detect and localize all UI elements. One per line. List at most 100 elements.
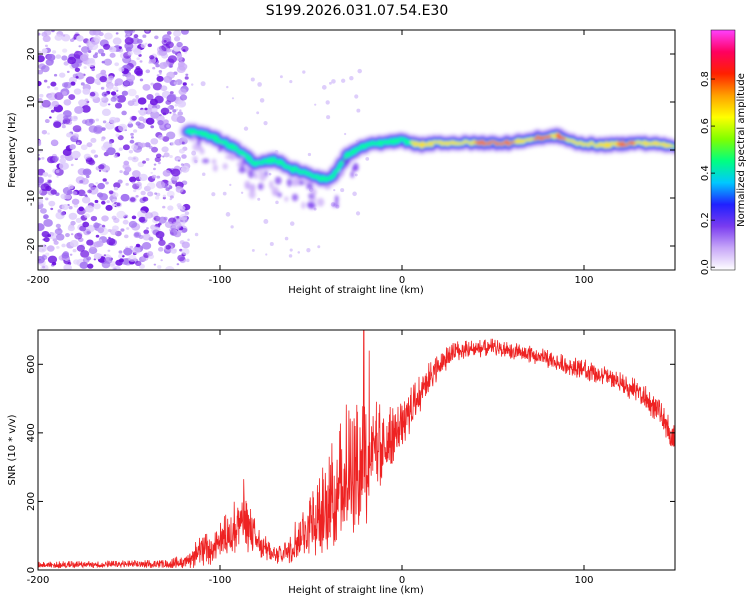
noise-blob xyxy=(145,30,150,33)
noise-blob xyxy=(60,155,66,160)
noise-blob xyxy=(176,65,186,74)
noise-blob xyxy=(89,30,97,36)
noise-blob xyxy=(42,51,47,56)
noise-blob xyxy=(89,91,96,97)
ridge-blob xyxy=(331,203,340,208)
noise-blob xyxy=(109,47,113,50)
noise-blob xyxy=(184,211,190,216)
noise-blob xyxy=(131,215,137,220)
noise-blob xyxy=(38,244,47,253)
noise-blob xyxy=(63,99,72,106)
noise-blob xyxy=(165,266,175,270)
x-tick-label: 0 xyxy=(399,275,405,286)
noise-blob xyxy=(85,175,90,179)
noise-blob xyxy=(158,239,166,246)
noise-blob xyxy=(113,217,120,223)
noise-blob xyxy=(68,76,77,84)
noise-blob xyxy=(259,98,265,103)
colorbar-tick-label: 0.6 xyxy=(700,118,711,134)
noise-blob xyxy=(124,30,134,35)
noise-blob xyxy=(50,81,57,87)
ridge-blob xyxy=(284,196,289,202)
noise-blob xyxy=(38,255,45,264)
noise-blob xyxy=(115,133,120,137)
noise-blob xyxy=(289,221,295,226)
noise-blob xyxy=(170,168,181,177)
noise-blob xyxy=(265,253,268,256)
ridge-blob xyxy=(310,187,317,197)
noise-blob xyxy=(126,227,130,230)
noise-blob xyxy=(140,190,146,196)
noise-blob xyxy=(51,139,58,145)
noise-blob xyxy=(341,78,346,83)
noise-blob xyxy=(114,102,123,109)
noise-blob xyxy=(54,86,59,91)
noise-blob xyxy=(51,30,55,33)
noise-blob xyxy=(307,152,312,157)
snr-axes: -200 -100 0 100 0 200 400 600 xyxy=(26,330,675,586)
noise-blob xyxy=(80,250,90,258)
noise-blob xyxy=(135,260,142,267)
noise-blob xyxy=(110,263,115,268)
noise-blob xyxy=(43,79,48,83)
noise-blob xyxy=(150,82,154,86)
noise-blob xyxy=(333,189,336,192)
noise-blob xyxy=(100,87,105,90)
noise-blob xyxy=(321,85,327,90)
noise-blob xyxy=(41,230,50,238)
noise-blob xyxy=(103,58,113,66)
noise-blob xyxy=(162,169,171,177)
noise-blob xyxy=(101,108,111,117)
ridge-blob xyxy=(268,180,274,190)
noise-blob xyxy=(38,197,44,205)
ridge-blob xyxy=(271,186,279,196)
noise-blob xyxy=(59,72,66,78)
noise-blob xyxy=(81,105,91,113)
noise-blob xyxy=(40,208,47,214)
noise-blob xyxy=(103,254,107,257)
noise-blob xyxy=(357,68,362,74)
noise-blob xyxy=(126,74,136,82)
noise-blob xyxy=(157,247,164,252)
noise-blob xyxy=(275,200,279,205)
noise-blob xyxy=(139,78,144,82)
noise-blob xyxy=(86,230,91,235)
noise-blob xyxy=(41,156,45,160)
noise-blob xyxy=(365,156,370,161)
noise-blob xyxy=(123,160,130,166)
noise-blob xyxy=(160,85,168,92)
noise-blob xyxy=(52,50,57,54)
ridge-blob xyxy=(291,193,299,202)
noise-blob xyxy=(118,123,128,132)
noise-blob xyxy=(154,95,164,104)
ridge-blob xyxy=(253,172,259,180)
noise-blob xyxy=(127,122,134,128)
y-tick-label: -20 xyxy=(26,238,37,254)
noise-blob xyxy=(108,116,118,124)
noise-blob xyxy=(354,94,359,99)
noise-blob xyxy=(180,163,184,166)
noise-blob xyxy=(117,179,123,184)
noise-blob xyxy=(171,221,182,230)
ridge-blob xyxy=(238,166,247,174)
noise-blob xyxy=(200,81,206,87)
noise-blob xyxy=(53,121,62,129)
noise-blob xyxy=(69,239,79,248)
noise-blob xyxy=(169,154,173,159)
noise-blob xyxy=(162,61,170,67)
noise-blob xyxy=(118,46,123,50)
noise-blob xyxy=(147,251,154,257)
noise-blob xyxy=(136,38,143,44)
noise-blob xyxy=(60,211,66,216)
noise-blob xyxy=(90,215,98,222)
noise-blob xyxy=(269,241,274,246)
noise-blob xyxy=(129,245,134,249)
noise-blob xyxy=(94,78,101,84)
noise-blob xyxy=(128,149,134,154)
noise-blob xyxy=(111,203,116,207)
noise-blob xyxy=(166,124,171,128)
noise-blob xyxy=(85,102,89,106)
noise-blob xyxy=(70,163,74,167)
noise-blob xyxy=(68,94,76,100)
